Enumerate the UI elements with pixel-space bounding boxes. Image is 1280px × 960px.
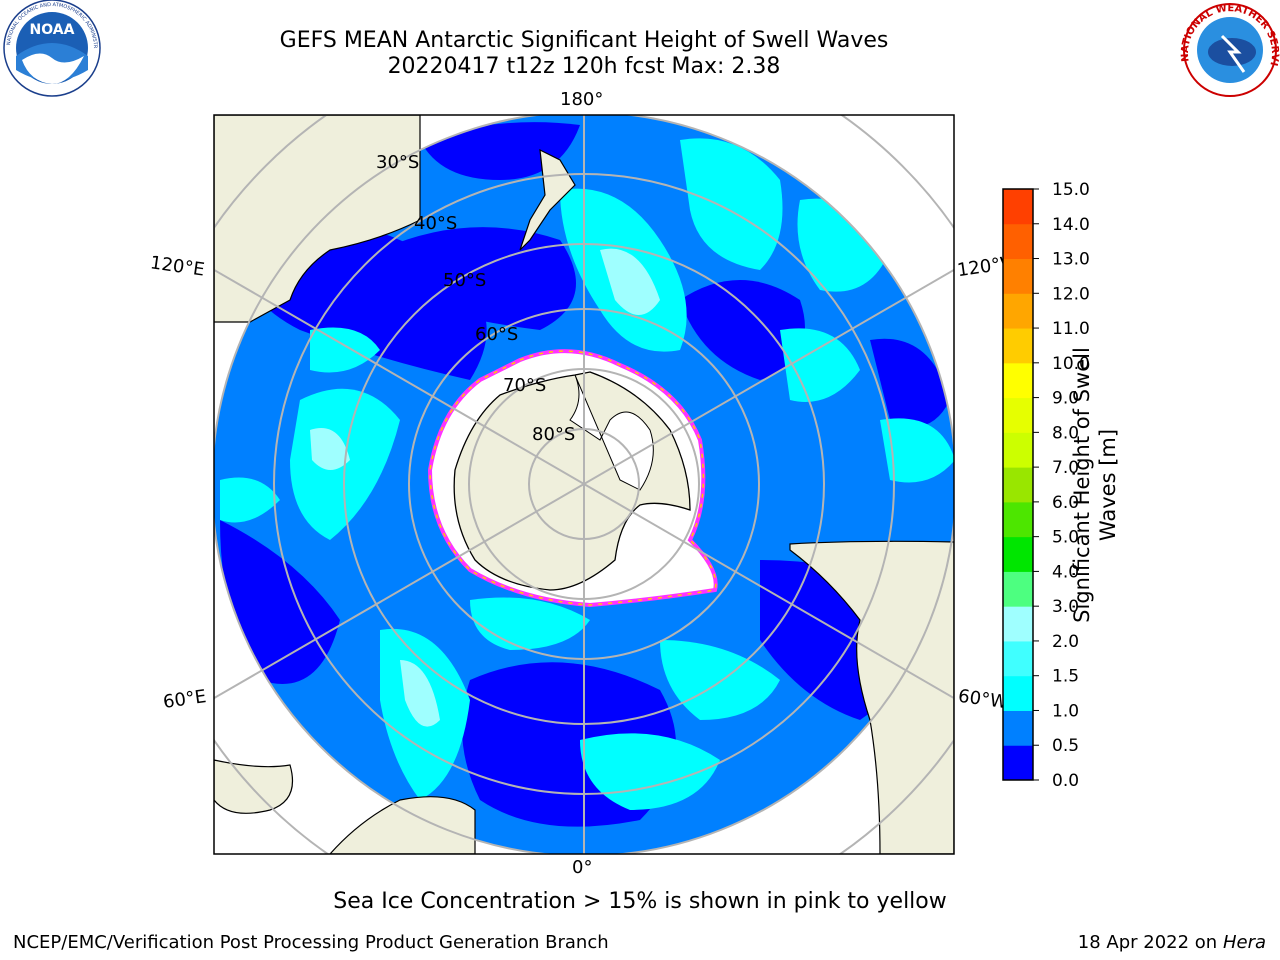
colorbar-tick-label: 12.0 [1052, 284, 1090, 304]
colorbar-tick-label: 6.0 [1052, 493, 1079, 513]
lon-label-180: 180° [560, 89, 604, 110]
colorbar-tick-label: 0.0 [1052, 771, 1079, 791]
colorbar-block [1003, 223, 1033, 260]
colorbar-tick-label: 1.0 [1052, 701, 1079, 721]
graticule [214, 115, 954, 854]
noaa-logo-text: NOAA [30, 22, 75, 38]
colorbar-block [1003, 467, 1033, 503]
logos-layer: NOAA NATIONAL OCEANIC AND ATMOSPHERIC AD… [0, 0, 1280, 97]
colorbar-tick-label: 9.0 [1052, 389, 1079, 409]
colorbar-ticks: 0.0 0.5 1.0 1.5 2.0 3.0 4.0 5.0 6.0 7.0 8.0 9.0 10.0… [1033, 180, 1090, 791]
lat-label-60s: 60°S [475, 324, 519, 345]
colorbar-tick-label: 15.0 [1052, 180, 1090, 200]
colorbar-block [1003, 293, 1033, 329]
colorbar-block [1003, 258, 1033, 294]
colorbar-tick-label: 0.5 [1052, 736, 1079, 756]
colorbar-block [1003, 189, 1033, 225]
colorbar-block [1003, 432, 1033, 468]
colorbar-tick-label: 10.0 [1052, 354, 1090, 374]
colorbar-tick-label: 3.0 [1052, 597, 1079, 617]
colorbar-tick-label: 14.0 [1052, 215, 1090, 235]
colorbar-block [1003, 397, 1033, 433]
colorbar-block [1003, 571, 1033, 607]
lat-label-50s: 50°S [443, 270, 487, 291]
footer-host: Hera [1222, 932, 1266, 953]
lon-label-0: 0° [572, 857, 593, 878]
colorbar-tick-label: 8.0 [1052, 423, 1079, 443]
colorbar-block [1003, 362, 1033, 399]
colorbar-tick-label: 4.0 [1052, 562, 1079, 582]
colorbar-label: Significant Height of Swell Waves [m] [1070, 347, 1120, 623]
colorbar-block [1003, 710, 1033, 746]
colorbar-tick-label: 7.0 [1052, 458, 1079, 478]
colorbar-block [1003, 675, 1033, 711]
colorbar-block [1003, 328, 1033, 364]
colorbar-block [1003, 745, 1033, 781]
footer-date: 18 Apr 2022 on [1077, 932, 1223, 953]
map-frame [213, 114, 955, 855]
colorbar-tick-label: 11.0 [1052, 319, 1090, 339]
lat-label-30s: 30°S [376, 152, 420, 173]
colorbar-tick-label: 5.0 [1052, 528, 1079, 548]
colorbar-tick-label: 2.0 [1052, 632, 1079, 652]
chart-title: GEFS MEAN Antarctic Significant Height o… [279, 28, 889, 53]
chart-subtitle: 20220417 t12z 120h fcst Max: 2.38 [387, 54, 781, 79]
colorbar-block [1003, 536, 1033, 572]
colorbar-block [1003, 606, 1033, 642]
footer-left: NCEP/EMC/Verification Post Processing Pr… [13, 932, 609, 953]
colorbar-tick-label: 1.5 [1052, 667, 1079, 687]
footer-right: 18 Apr 2022 on Hera [1078, 932, 1266, 953]
lat-label-70s: 70°S [503, 375, 547, 396]
colorbar-frame [1002, 188, 1034, 781]
colorbar-tick-label: 13.0 [1052, 250, 1090, 270]
colorbar-blocks [1003, 189, 1033, 781]
lat-label-80s: 80°S [532, 424, 576, 445]
sea-ice-caption: Sea Ice Concentration > 15% is shown in … [333, 889, 947, 914]
colorbar-block [1003, 501, 1033, 538]
colorbar-block [1003, 640, 1033, 677]
lat-label-40s: 40°S [414, 213, 458, 234]
